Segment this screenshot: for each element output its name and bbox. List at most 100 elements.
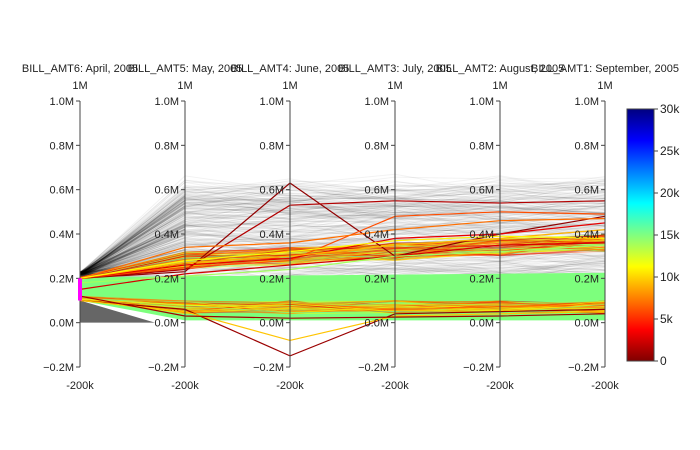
context-line [79,189,606,274]
axis-tick-label: 0.6M [470,185,494,197]
axis-tick-label: 0.8M [155,140,179,152]
context-line [79,234,606,277]
context-line [79,176,606,276]
context-line [79,209,606,277]
axis-1[interactable]: BILL_AMT6: April, 2005 1M -200k −0.2M 0.0M 0.… [22,63,138,392]
context-line [79,262,606,277]
context-line [79,213,606,275]
context-line [79,218,606,277]
axis-6[interactable]: BILL_AMT1: September, 2005 1M -200k −0.2M 0.… [531,63,679,392]
axis-tick-label: 0.2M [575,273,599,285]
context-line [79,219,186,277]
context-line [79,183,606,275]
context-line [79,229,186,275]
context-line [79,221,606,273]
axis-3[interactable]: BILL_AMT4: June, 2005 1M -200k −0.2M 0.0M 0.2… [231,63,350,392]
context-line [79,198,606,274]
axis-tick-label: 0.0M [50,318,74,330]
context-line [79,212,606,273]
context-line [79,232,606,277]
context-line [79,184,606,276]
context-line [79,217,606,275]
axis-tick-label: 0.0M [575,318,599,330]
context-line [79,209,186,275]
context-line [79,202,186,275]
context-line [79,182,606,273]
context-line [79,217,606,273]
colorbar-tick-label: 30k [660,102,680,116]
context-line [79,186,606,274]
context-line [79,224,186,276]
colorbar-tick-label: 15k [660,228,680,242]
context-line [79,228,186,276]
context-line [79,221,186,276]
axis-tick-label: 0.2M [260,273,284,285]
context-line [79,206,606,276]
axis-2[interactable]: BILL_AMT5: May, 2005 1M -200k −0.2M 0.0M 0.2M… [128,63,243,392]
axis-range-top-label: 1M [177,80,192,92]
context-line [79,217,606,273]
context-line [79,195,606,275]
context-line [79,241,186,278]
context-line [79,228,186,277]
constraint-range-brush[interactable] [78,278,82,301]
axis-title[interactable]: BILL_AMT2: August, 2005 [436,63,564,75]
context-line [79,213,606,273]
axis-tick-label: 1.0M [365,96,389,108]
context-line [79,200,186,276]
axis-range-bottom-label: -200k [276,380,304,392]
selected-line [79,299,606,312]
context-line [79,214,186,278]
axis-tick-label: −0.2M [253,362,284,374]
context-line [79,208,606,274]
context-line [79,179,606,276]
axis-tick-label: 1.0M [260,96,284,108]
context-line [79,215,606,276]
context-line [79,230,606,273]
axis-title[interactable]: BILL_AMT4: June, 2005 [231,63,350,75]
axis-tick-label: −0.2M [463,362,494,374]
axis-range-bottom-label: -200k [591,380,619,392]
context-line [79,188,606,277]
context-line [79,199,186,276]
context-line [79,186,606,274]
axis-4[interactable]: BILL_AMT3: July, 2005 1M -200k −0.2M 0.0M 0.2… [338,63,452,392]
context-line [79,195,186,277]
context-line [79,189,606,276]
axis-tick-label: 0.4M [50,229,74,241]
context-line [79,199,606,275]
context-line [79,178,606,274]
context-line [79,195,186,277]
axis-tick-label: 0.0M [155,318,179,330]
axis-title[interactable]: BILL_AMT5: May, 2005 [128,63,243,75]
context-line [79,200,606,276]
axis-5[interactable]: BILL_AMT2: August, 2005 1M -200k −0.2M 0.0M 0… [436,63,564,392]
context-line [79,193,606,274]
context-line [79,224,606,277]
context-line [79,203,606,273]
context-line [79,204,606,273]
context-line [79,241,186,277]
context-line [79,181,606,274]
context-line [79,238,606,276]
colorbar-tick-label: 20k [660,186,680,200]
context-line [79,196,606,275]
axis-tick-label: 0.2M [50,273,74,285]
context-line [79,173,606,276]
context-line [79,198,606,277]
context-line [79,180,606,277]
context-line [79,196,606,276]
data-line-7 [79,242,606,290]
context-line [79,203,186,278]
axis-tick-label: 1.0M [50,96,74,108]
axis-title[interactable]: BILL_AMT6: April, 2005 [22,63,138,75]
axis-title[interactable]: BILL_AMT1: September, 2005 [531,63,679,75]
axis-tick-label: 0.0M [365,318,389,330]
context-line [79,260,606,277]
context-line [79,184,606,275]
context-line [79,234,186,277]
context-line [79,195,186,278]
axis-tick-label: 0.0M [470,318,494,330]
axis-title[interactable]: BILL_AMT3: July, 2005 [338,63,452,75]
